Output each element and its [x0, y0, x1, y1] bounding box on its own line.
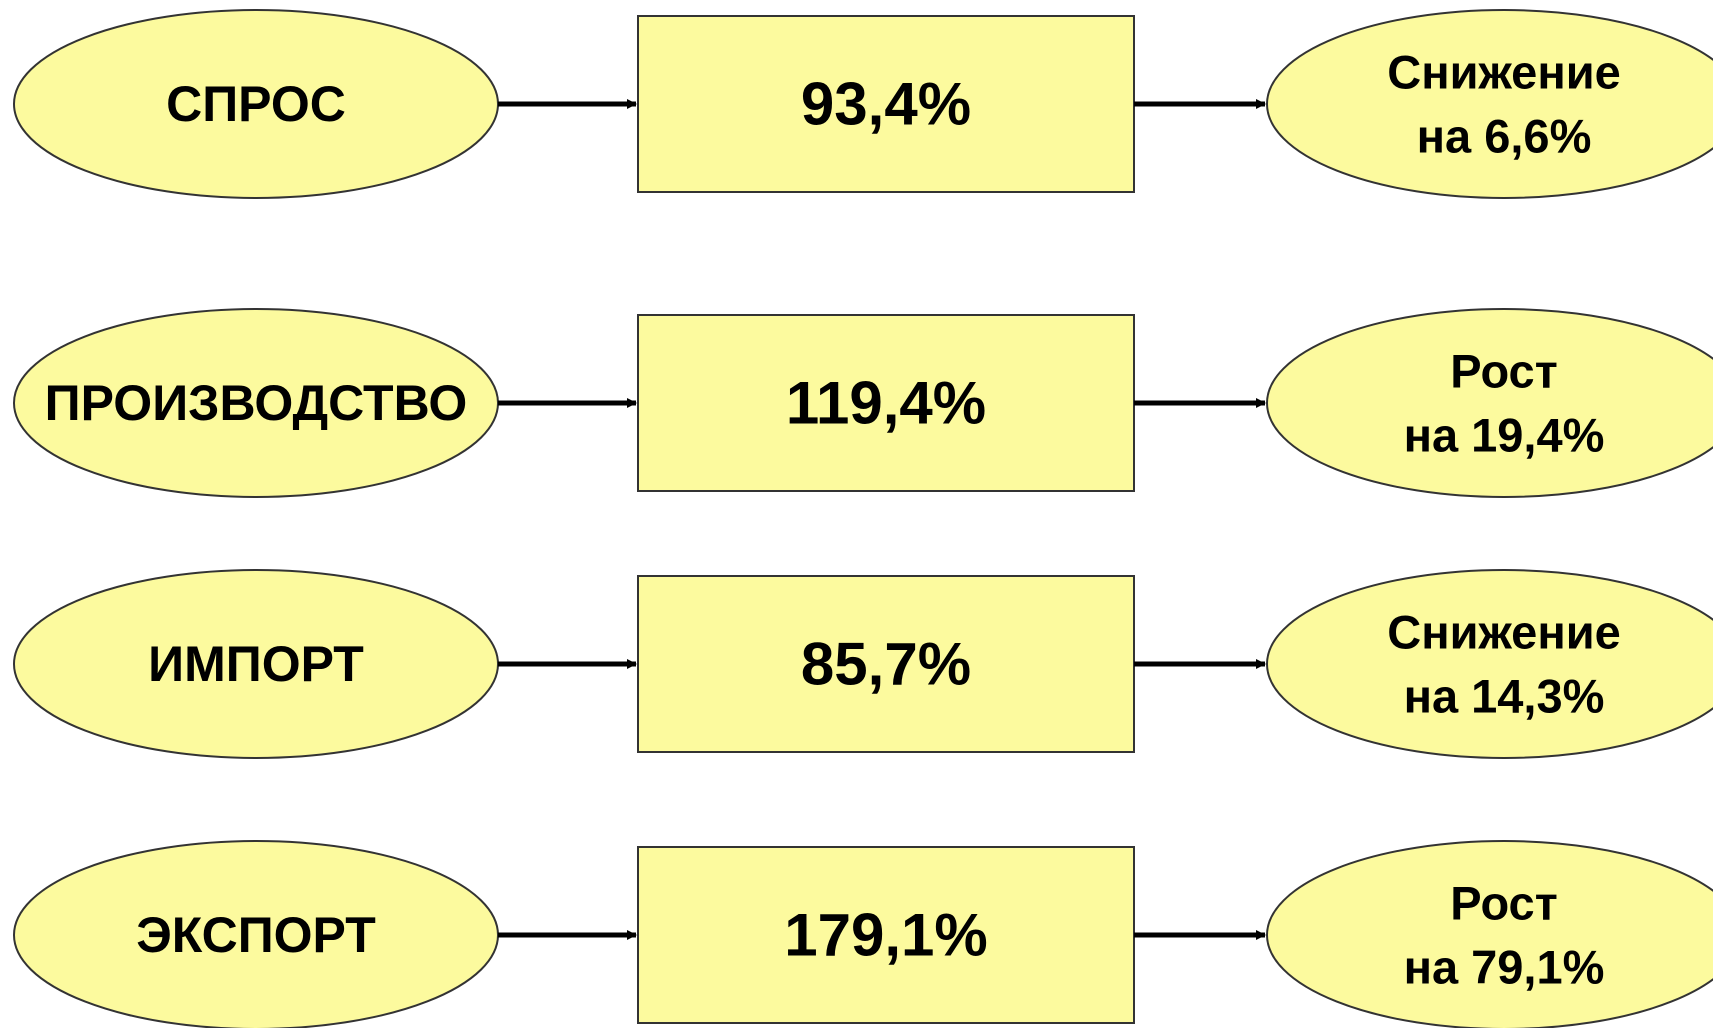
indicator-label: ИМПОРТ [148, 636, 364, 692]
indicator-label: ЭКСПОРТ [136, 907, 376, 963]
diagram-row: СПРОС 93,4% Снижение на 6,6% [14, 10, 1713, 198]
diagram-row: ПРОИЗВОДСТВО 119,4% Рост на 19,4% [14, 309, 1713, 497]
result-label-line: на 6,6% [1417, 110, 1592, 163]
result-label-line: на 14,3% [1404, 670, 1605, 723]
value-label: 119,4% [786, 370, 986, 437]
diagram-row: ИМПОРТ 85,7% Снижение на 14,3% [14, 570, 1713, 758]
diagram-row: ЭКСПОРТ 179,1% Рост на 79,1% [14, 841, 1713, 1028]
result-label-line: Снижение [1387, 606, 1621, 659]
result-label-line: Рост [1450, 345, 1557, 398]
result-ellipse [1267, 841, 1713, 1028]
result-ellipse [1267, 10, 1713, 198]
value-label: 179,1% [784, 902, 988, 969]
result-label-line: на 19,4% [1404, 409, 1605, 462]
value-label: 93,4% [801, 71, 971, 138]
indicator-label: ПРОИЗВОДСТВО [45, 375, 468, 431]
result-label-line: на 79,1% [1404, 941, 1605, 994]
value-label: 85,7% [801, 631, 971, 698]
indicator-label: СПРОС [166, 76, 346, 132]
result-ellipse [1267, 570, 1713, 758]
result-ellipse [1267, 309, 1713, 497]
result-label-line: Снижение [1387, 46, 1621, 99]
result-label-line: Рост [1450, 877, 1557, 930]
